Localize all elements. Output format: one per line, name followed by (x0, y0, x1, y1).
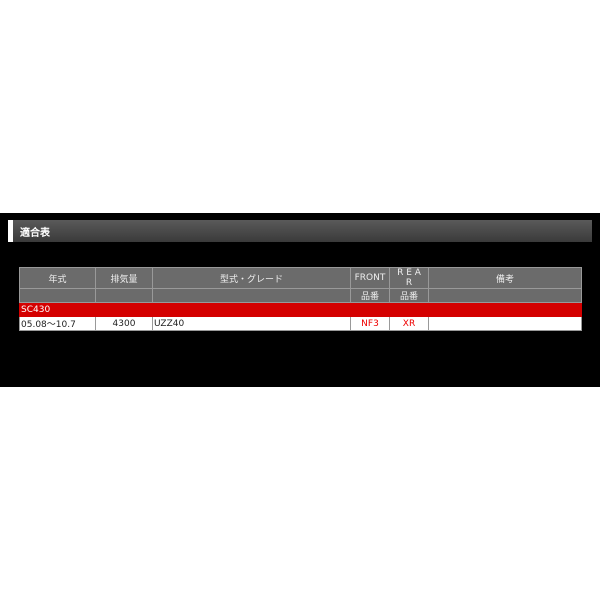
subheader-row: 品番 品番 (19, 288, 582, 303)
compatibility-table: 年式 排気量 型式・グレード FRONT R E A R 備考 品番 品番 SC… (19, 267, 582, 331)
section-header: 適合表 (8, 220, 592, 242)
col-model: 型式・グレード (152, 267, 351, 289)
sub-displacement (95, 288, 153, 303)
content-panel: 適合表 年式 排気量 型式・グレード FRONT R E A R 備考 品番 品… (0, 213, 600, 387)
col-front: FRONT (350, 267, 390, 289)
col-displacement: 排気量 (95, 267, 153, 289)
group-label: SC430 (19, 302, 582, 317)
col-year: 年式 (19, 267, 96, 289)
cell-note (428, 316, 582, 331)
section-title: 適合表 (20, 228, 50, 239)
cell-front: NF3 (350, 316, 390, 331)
col-note: 備考 (428, 267, 582, 289)
group-row: SC430 (19, 302, 582, 317)
sub-front: 品番 (350, 288, 390, 303)
header-row: 年式 排気量 型式・グレード FRONT R E A R 備考 (19, 267, 582, 289)
sub-note (428, 288, 582, 303)
cell-year: 05.08～10.7 (19, 316, 96, 331)
table-row: 05.08～10.7 4300 UZZ40 NF3 XR (19, 316, 582, 331)
col-rear: R E A R (389, 267, 429, 289)
header-accent (8, 220, 13, 242)
sub-rear: 品番 (389, 288, 429, 303)
cell-displacement: 4300 (95, 316, 153, 331)
sub-model (152, 288, 351, 303)
cell-rear: XR (389, 316, 429, 331)
cell-model: UZZ40 (152, 316, 351, 331)
sub-year (19, 288, 96, 303)
